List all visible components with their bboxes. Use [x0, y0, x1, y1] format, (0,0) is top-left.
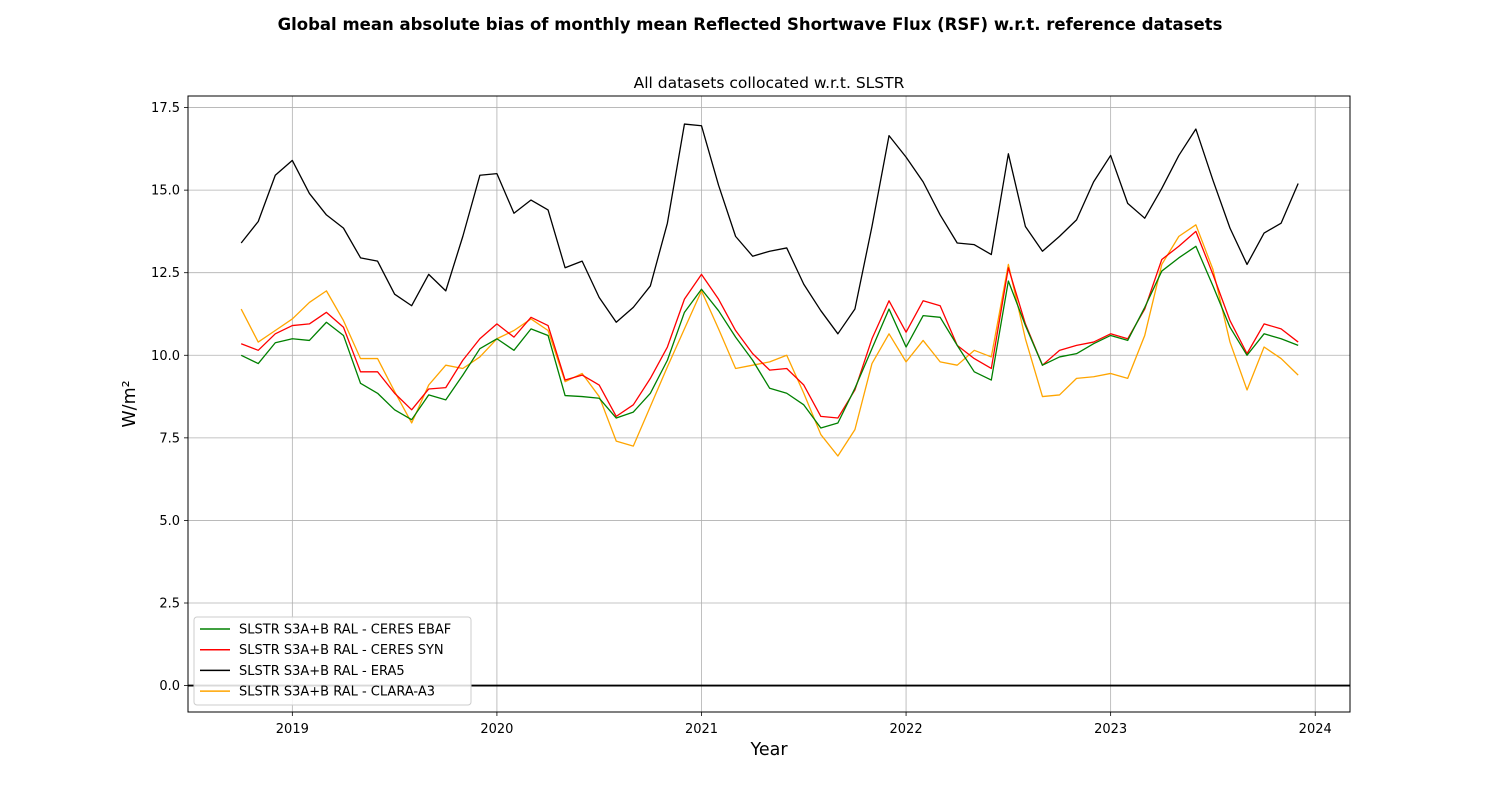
grid [188, 96, 1350, 712]
y-tick-label: 15.0 [151, 184, 180, 199]
legend: SLSTR S3A+B RAL - CERES EBAF SLSTR S3A+B … [193, 616, 472, 706]
y-tick-label: 5.0 [159, 514, 180, 529]
chart-title: Global mean absolute bias of monthly mea… [278, 15, 1223, 34]
x-axis-ticks: 2019 2020 2021 2022 2023 2024 [276, 712, 1332, 737]
y-axis-ticks: 0.0 2.5 5.0 7.5 10.0 12.5 15.0 17.5 [151, 101, 188, 694]
y-tick-label: 0.0 [159, 679, 180, 694]
legend-label: SLSTR S3A+B RAL - CERES SYN [239, 643, 444, 658]
y-tick-label: 12.5 [151, 266, 180, 281]
y-axis-label: W/m² [120, 380, 140, 427]
x-tick-label: 2021 [685, 722, 718, 737]
y-tick-label: 2.5 [159, 597, 180, 612]
x-tick-label: 2024 [1299, 722, 1332, 737]
y-tick-label: 7.5 [159, 431, 180, 446]
y-tick-label: 10.0 [151, 349, 180, 364]
y-tick-label: 17.5 [151, 101, 180, 116]
series-line-1 [240, 230, 1299, 419]
series-line-3 [240, 224, 1299, 457]
series-line-0 [240, 245, 1299, 429]
series-line-2 [240, 123, 1299, 335]
legend-label: SLSTR S3A+B RAL - CLARA-A3 [239, 685, 435, 700]
x-axis-label: Year [749, 740, 788, 760]
x-tick-label: 2023 [1094, 722, 1127, 737]
x-tick-label: 2019 [276, 722, 309, 737]
series-lines [240, 123, 1299, 457]
plot-frame [187, 95, 1351, 713]
legend-box [193, 616, 472, 706]
legend-label: SLSTR S3A+B RAL - CERES EBAF [239, 623, 451, 638]
legend-label: SLSTR S3A+B RAL - ERA5 [239, 664, 405, 679]
chart-subtitle: All datasets collocated w.r.t. SLSTR [634, 74, 905, 92]
x-tick-label: 2022 [890, 722, 923, 737]
x-tick-label: 2020 [480, 722, 513, 737]
